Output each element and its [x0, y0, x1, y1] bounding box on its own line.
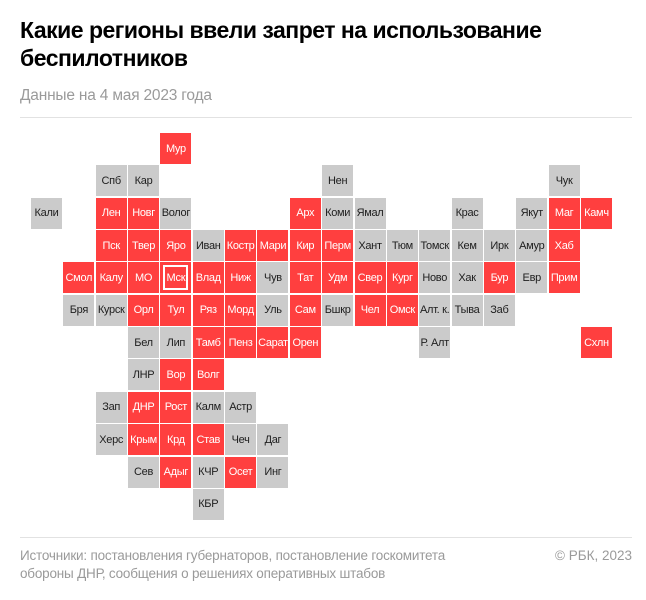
region-tile: Алт. к.: [419, 294, 451, 326]
region-tile: Амур: [516, 230, 548, 262]
region-tile: Крас: [451, 197, 483, 229]
region-tile: Сарат: [257, 327, 289, 359]
region-tile: Курск: [95, 294, 127, 326]
region-tile: Томск: [419, 230, 451, 262]
region-tile: Крым: [128, 424, 160, 456]
region-tile: Костр: [225, 230, 257, 262]
region-tile: Якут: [516, 197, 548, 229]
region-tile: Кир: [289, 230, 321, 262]
region-tile: Сам: [289, 294, 321, 326]
top-divider: [20, 117, 632, 118]
region-tile: Хаб: [548, 230, 580, 262]
region-tile: Морд: [225, 294, 257, 326]
region-tile: Ряз: [192, 294, 224, 326]
region-tile: Мск: [160, 262, 192, 294]
region-tile: Бря: [63, 294, 95, 326]
region-tile: Свер: [354, 262, 386, 294]
region-tile: Бшкр: [322, 294, 354, 326]
region-tile: ЛНР: [128, 359, 160, 391]
region-tile: Перм: [322, 230, 354, 262]
bottom-divider: [20, 537, 632, 538]
region-tile: Иван: [192, 230, 224, 262]
region-tile: МО: [128, 262, 160, 294]
tile-map: Мур Спб Кар Нен Чук Кали Лен Новг Волог Арх Коми Ям…: [31, 133, 612, 520]
sources-note: Источники: постановления губернаторов, п…: [20, 548, 446, 581]
region-tile: Р. Алт: [419, 327, 451, 359]
region-tile: Волг: [192, 359, 224, 391]
region-tile: Адыг: [160, 456, 192, 488]
region-tile: Ниж: [225, 262, 257, 294]
region-tile: Осет: [225, 456, 257, 488]
region-tile: Херс: [95, 424, 127, 456]
region-tile: Евр: [516, 262, 548, 294]
region-tile: Влад: [192, 262, 224, 294]
region-tile: Кург: [386, 262, 418, 294]
region-tile: ДНР: [128, 391, 160, 423]
region-tile: Кем: [451, 230, 483, 262]
region-tile: Астр: [225, 391, 257, 423]
region-tile: Рост: [160, 391, 192, 423]
region-tile: Хант: [354, 230, 386, 262]
region-tile: Крд: [160, 424, 192, 456]
region-tile: Ново: [419, 262, 451, 294]
region-tile: Мур: [160, 133, 192, 164]
region-tile: Волог: [160, 197, 192, 229]
region-tile: Арх: [289, 197, 321, 229]
region-tile: Тат: [289, 262, 321, 294]
region-tile: Заб: [483, 294, 515, 326]
region-tile: Тюм: [386, 230, 418, 262]
region-tile: Хак: [451, 262, 483, 294]
region-tile: Коми: [322, 197, 354, 229]
region-tile: Даг: [257, 424, 289, 456]
region-tile: Чел: [354, 294, 386, 326]
region-tile: Ирк: [483, 230, 515, 262]
region-tile: Инг: [257, 456, 289, 488]
region-tile: Пенз: [225, 327, 257, 359]
region-tile: Орл: [128, 294, 160, 326]
region-tile: Новг: [128, 197, 160, 229]
region-tile: Омск: [386, 294, 418, 326]
region-tile: Удм: [322, 262, 354, 294]
region-tile: Смол: [63, 262, 95, 294]
region-tile: Кар: [128, 165, 160, 197]
region-tile: Чук: [548, 165, 580, 197]
region-tile: Ямал: [354, 197, 386, 229]
region-tile: КЧР: [192, 456, 224, 488]
region-tile: Чув: [257, 262, 289, 294]
region-tile: Лен: [95, 197, 127, 229]
copyright: © РБК, 2023: [555, 548, 632, 563]
region-tile: Чеч: [225, 424, 257, 456]
region-tile: Зап: [95, 391, 127, 423]
region-tile: Тыва: [451, 294, 483, 326]
region-tile: Калу: [95, 262, 127, 294]
region-tile: Яро: [160, 230, 192, 262]
region-tile: Пск: [95, 230, 127, 262]
region-tile: Лип: [160, 327, 192, 359]
region-tile: Маг: [548, 197, 580, 229]
region-tile: Мари: [257, 230, 289, 262]
region-tile: Тамб: [192, 327, 224, 359]
region-tile: Спб: [95, 165, 127, 197]
region-tile: Прим: [548, 262, 580, 294]
region-tile: Уль: [257, 294, 289, 326]
region-tile: Тул: [160, 294, 192, 326]
region-tile: Бел: [128, 327, 160, 359]
region-tile: КБР: [192, 488, 224, 520]
page-title: Какие регионы ввели запрет на использова…: [20, 17, 542, 71]
region-tile: Нен: [322, 165, 354, 197]
subtitle-date: Данные на 4 мая 2023 года: [20, 87, 212, 104]
region-tile: Калм: [192, 391, 224, 423]
region-tile: Кали: [31, 197, 62, 229]
region-tile: Схлн: [580, 327, 612, 359]
region-tile: Став: [192, 424, 224, 456]
region-tile: Бур: [483, 262, 515, 294]
region-tile: Твер: [128, 230, 160, 262]
region-tile: Камч: [580, 197, 612, 229]
region-tile: Вор: [160, 359, 192, 391]
region-tile: Сев: [128, 456, 160, 488]
region-tile: Орен: [289, 327, 321, 359]
